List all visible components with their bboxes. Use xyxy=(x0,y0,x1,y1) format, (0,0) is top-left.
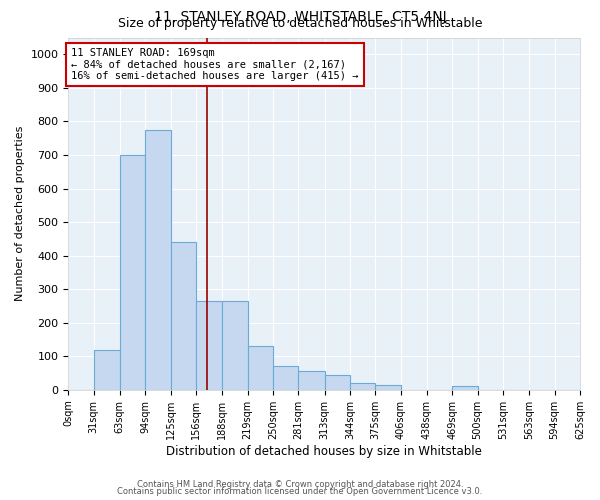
Bar xyxy=(452,386,478,390)
Text: Size of property relative to detached houses in Whitstable: Size of property relative to detached ho… xyxy=(118,18,482,30)
Bar xyxy=(94,350,120,390)
Bar xyxy=(325,374,350,390)
Bar xyxy=(350,383,376,390)
Bar xyxy=(376,385,401,390)
Bar xyxy=(222,301,248,390)
Bar xyxy=(120,155,145,390)
Bar xyxy=(170,242,196,390)
Bar xyxy=(145,130,170,390)
Bar xyxy=(248,346,273,390)
Text: Contains HM Land Registry data © Crown copyright and database right 2024.: Contains HM Land Registry data © Crown c… xyxy=(137,480,463,489)
Text: Contains public sector information licensed under the Open Government Licence v3: Contains public sector information licen… xyxy=(118,487,482,496)
Bar xyxy=(273,366,298,390)
X-axis label: Distribution of detached houses by size in Whitstable: Distribution of detached houses by size … xyxy=(166,444,482,458)
Text: 11 STANLEY ROAD: 169sqm
← 84% of detached houses are smaller (2,167)
16% of semi: 11 STANLEY ROAD: 169sqm ← 84% of detache… xyxy=(71,48,358,82)
Text: 11, STANLEY ROAD, WHITSTABLE, CT5 4NJ: 11, STANLEY ROAD, WHITSTABLE, CT5 4NJ xyxy=(154,10,446,24)
Bar xyxy=(196,301,222,390)
Bar xyxy=(298,372,325,390)
Y-axis label: Number of detached properties: Number of detached properties xyxy=(15,126,25,302)
